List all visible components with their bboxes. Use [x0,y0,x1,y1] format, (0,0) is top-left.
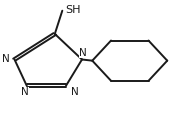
Text: SH: SH [65,5,80,15]
Text: N: N [2,55,9,64]
Text: N: N [21,87,28,97]
Text: N: N [79,47,87,57]
Text: N: N [71,87,78,97]
